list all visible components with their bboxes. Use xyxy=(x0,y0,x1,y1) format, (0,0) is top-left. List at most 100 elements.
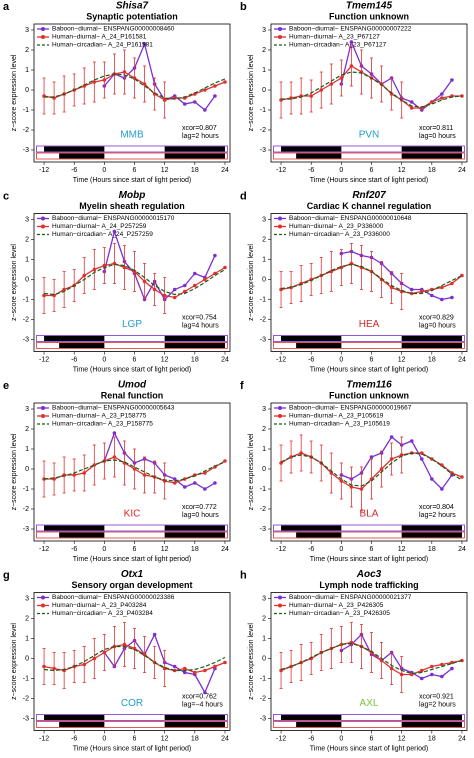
function-subtitle: Renal function xyxy=(101,390,164,400)
y-tick-label: -3 xyxy=(23,336,29,343)
y-tick-label: -2 xyxy=(23,127,29,134)
dark-period xyxy=(164,336,225,341)
y-tick-label: 2 xyxy=(262,236,266,243)
data-point xyxy=(299,451,303,455)
y-tick-label: 3 xyxy=(262,595,266,602)
plot-frame xyxy=(270,402,468,542)
light-bar xyxy=(273,721,465,728)
panel-letter: g xyxy=(3,569,10,581)
function-subtitle: Myelin sheath regulation xyxy=(79,201,185,211)
data-point xyxy=(389,457,394,461)
light-bar xyxy=(36,145,228,153)
y-tick-label: -3 xyxy=(260,526,266,533)
x-axis-label: Time (Hours since start of light period) xyxy=(310,366,428,373)
dark-period xyxy=(164,525,225,531)
y-tick-label: 0 xyxy=(262,655,266,662)
legend-label: Baboon−diurnal− ENSPANG00000007222 xyxy=(289,26,412,33)
data-point xyxy=(460,475,464,479)
legend-marker xyxy=(278,603,282,608)
x-tick-label: 6 xyxy=(133,167,137,174)
x-tick-label: 24 xyxy=(221,735,229,742)
y-tick-label: 3 xyxy=(262,216,266,223)
data-point xyxy=(82,471,87,475)
x-axis-label: Time (Hours since start of light period) xyxy=(73,556,191,563)
x-tick-label: -12 xyxy=(276,167,286,174)
dark-period xyxy=(401,336,462,341)
y-axis-label: z−score expression level xyxy=(11,244,18,321)
function-subtitle: Function unknown xyxy=(329,11,409,21)
legend-marker xyxy=(41,216,45,221)
data-point xyxy=(182,477,187,481)
gene-title: Shisa7 xyxy=(116,1,149,12)
lag-annotation: lag=−4 hours xyxy=(182,701,223,708)
x-axis-label: Time (Hours since start of light period) xyxy=(310,556,428,563)
xcor-annotation: xcor=0.829 xyxy=(419,314,454,321)
x-tick-label: 6 xyxy=(370,735,374,742)
legend-label: Human−circadian− A_23_P105619 xyxy=(289,421,390,428)
plot-frame xyxy=(270,23,468,163)
legend-label: Baboon−diurnal− ENSPANG00000019667 xyxy=(289,405,412,412)
x-tick-label: 24 xyxy=(221,356,229,363)
y-tick-label: -3 xyxy=(260,336,266,343)
gene-title: Otx1 xyxy=(121,569,144,580)
dark-period xyxy=(164,715,225,720)
data-point xyxy=(182,283,187,288)
data-point xyxy=(389,435,394,439)
data-point xyxy=(172,668,177,673)
data-point xyxy=(223,660,227,665)
y-tick-label: -1 xyxy=(260,486,266,493)
tissue-label: HEA xyxy=(359,319,380,330)
y-tick-label: 2 xyxy=(262,47,266,54)
legend-label: Human−circadian− A_24_P257259 xyxy=(52,231,153,238)
tissue-label: PVN xyxy=(359,130,380,141)
xcor-annotation: xcor=0.807 xyxy=(182,125,217,132)
data-point xyxy=(62,287,66,292)
y-tick-label: -1 xyxy=(23,486,29,493)
x-tick-label: 6 xyxy=(370,167,374,174)
x-tick-label: 24 xyxy=(458,546,466,553)
x-tick-label: 24 xyxy=(458,167,466,174)
x-tick-label: -6 xyxy=(308,546,314,553)
data-point xyxy=(329,82,334,86)
dark-period xyxy=(296,722,342,727)
x-tick-label: -6 xyxy=(71,735,77,742)
dark-period xyxy=(296,343,342,348)
data-point xyxy=(193,283,197,288)
data-point xyxy=(172,295,177,300)
x-tick-label: -12 xyxy=(276,735,286,742)
data-point xyxy=(419,457,424,461)
y-tick-label: -1 xyxy=(23,107,29,114)
x-tick-label: 6 xyxy=(370,546,374,553)
data-point xyxy=(450,295,454,300)
x-tick-label: 24 xyxy=(221,167,229,174)
x-tick-label: 0 xyxy=(339,546,343,553)
y-tick-label: 0 xyxy=(25,466,29,473)
data-point xyxy=(172,477,177,481)
data-point xyxy=(172,287,177,292)
y-tick-label: -2 xyxy=(260,695,266,702)
x-tick-label: 12 xyxy=(161,167,169,174)
lag-annotation: lag=0 hours xyxy=(419,133,456,140)
data-point xyxy=(213,84,217,88)
x-tick-label: 0 xyxy=(339,735,343,742)
y-tick-label: 3 xyxy=(25,406,29,413)
dark-period xyxy=(59,722,105,727)
light-bar xyxy=(273,342,465,349)
legend-marker xyxy=(41,414,45,418)
data-point xyxy=(152,287,157,292)
xcor-annotation: xcor=0.762 xyxy=(182,693,217,700)
x-tick-label: 18 xyxy=(191,546,199,553)
x-axis-label: Time (Hours since start of light period) xyxy=(73,366,191,373)
data-point xyxy=(349,485,354,489)
data-point xyxy=(223,80,227,84)
gene-title: Tmem116 xyxy=(346,380,392,391)
light-bar xyxy=(36,721,228,728)
data-point xyxy=(223,459,227,463)
data-point xyxy=(112,455,117,459)
fit-line xyxy=(43,645,226,672)
panel-letter: h xyxy=(240,569,247,581)
data-point xyxy=(102,263,107,268)
x-tick-label: -12 xyxy=(276,356,286,363)
